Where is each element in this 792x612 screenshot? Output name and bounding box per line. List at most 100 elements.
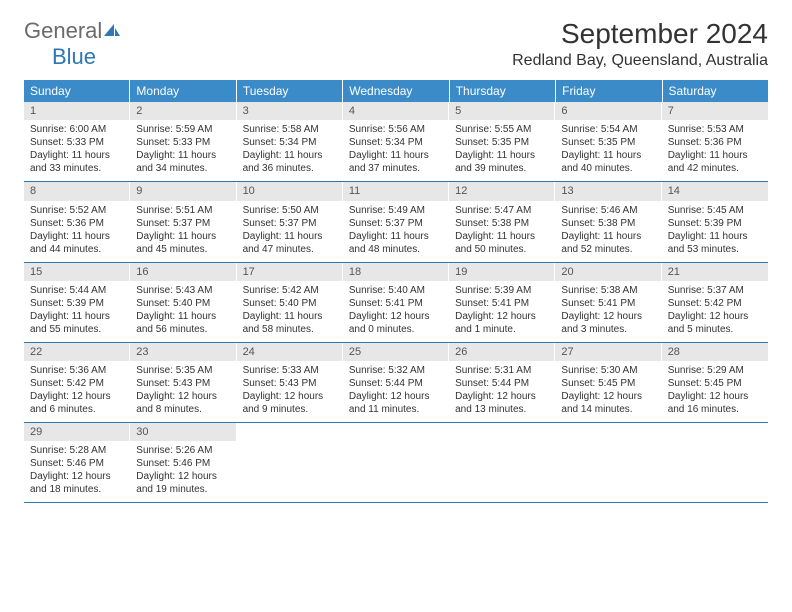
day-line-dl2: and 1 minute. (455, 323, 549, 336)
day-line-ss: Sunset: 5:43 PM (136, 377, 230, 390)
day-body: Sunrise: 5:55 AMSunset: 5:35 PMDaylight:… (449, 120, 555, 181)
day-line-dl2: and 45 minutes. (136, 243, 230, 256)
day-body: Sunrise: 5:58 AMSunset: 5:34 PMDaylight:… (237, 120, 343, 181)
day-number: 16 (130, 263, 236, 281)
day-line-ss: Sunset: 5:44 PM (349, 377, 443, 390)
day-cell: 21Sunrise: 5:37 AMSunset: 5:42 PMDayligh… (662, 263, 768, 342)
day-line-dl2: and 48 minutes. (349, 243, 443, 256)
day-line-dl2: and 13 minutes. (455, 403, 549, 416)
day-number: 15 (24, 263, 130, 281)
day-line-dl1: Daylight: 12 hours (349, 390, 443, 403)
day-line-ss: Sunset: 5:41 PM (349, 297, 443, 310)
day-body: Sunrise: 5:33 AMSunset: 5:43 PMDaylight:… (237, 361, 343, 422)
day-line-dl1: Daylight: 12 hours (668, 390, 762, 403)
day-line-dl1: Daylight: 11 hours (30, 310, 124, 323)
day-line-sr: Sunrise: 5:37 AM (668, 284, 762, 297)
day-number: 21 (662, 263, 768, 281)
day-line-sr: Sunrise: 5:56 AM (349, 123, 443, 136)
day-body: Sunrise: 5:31 AMSunset: 5:44 PMDaylight:… (449, 361, 555, 422)
day-body: Sunrise: 5:52 AMSunset: 5:36 PMDaylight:… (24, 201, 130, 262)
day-line-dl2: and 6 minutes. (30, 403, 124, 416)
day-line-ss: Sunset: 5:42 PM (30, 377, 124, 390)
day-cell: 17Sunrise: 5:42 AMSunset: 5:40 PMDayligh… (237, 263, 343, 342)
day-line-ss: Sunset: 5:34 PM (243, 136, 337, 149)
day-body: Sunrise: 5:40 AMSunset: 5:41 PMDaylight:… (343, 281, 449, 342)
day-cell (237, 423, 343, 502)
day-number: 12 (449, 182, 555, 200)
day-line-ss: Sunset: 5:40 PM (136, 297, 230, 310)
day-number: 22 (24, 343, 130, 361)
day-cell: 24Sunrise: 5:33 AMSunset: 5:43 PMDayligh… (237, 343, 343, 422)
day-line-sr: Sunrise: 5:38 AM (561, 284, 655, 297)
week-row: 1Sunrise: 6:00 AMSunset: 5:33 PMDaylight… (24, 102, 768, 182)
day-line-ss: Sunset: 5:45 PM (561, 377, 655, 390)
day-number: 4 (343, 102, 449, 120)
day-line-dl1: Daylight: 12 hours (30, 390, 124, 403)
day-number: 11 (343, 182, 449, 200)
day-cell: 28Sunrise: 5:29 AMSunset: 5:45 PMDayligh… (662, 343, 768, 422)
day-number: 30 (130, 423, 236, 441)
day-line-dl1: Daylight: 12 hours (243, 390, 337, 403)
day-line-ss: Sunset: 5:40 PM (243, 297, 337, 310)
day-line-dl2: and 37 minutes. (349, 162, 443, 175)
day-line-sr: Sunrise: 5:31 AM (455, 364, 549, 377)
day-body: Sunrise: 5:28 AMSunset: 5:46 PMDaylight:… (24, 441, 130, 502)
day-line-ss: Sunset: 5:42 PM (668, 297, 762, 310)
day-cell: 13Sunrise: 5:46 AMSunset: 5:38 PMDayligh… (555, 182, 661, 261)
day-line-sr: Sunrise: 5:35 AM (136, 364, 230, 377)
day-line-sr: Sunrise: 5:45 AM (668, 204, 762, 217)
day-line-ss: Sunset: 5:36 PM (30, 217, 124, 230)
day-line-ss: Sunset: 5:38 PM (455, 217, 549, 230)
day-number: 10 (237, 182, 343, 200)
day-body: Sunrise: 5:53 AMSunset: 5:36 PMDaylight:… (662, 120, 768, 181)
day-line-ss: Sunset: 5:35 PM (561, 136, 655, 149)
day-body: Sunrise: 5:35 AMSunset: 5:43 PMDaylight:… (130, 361, 236, 422)
day-line-dl2: and 3 minutes. (561, 323, 655, 336)
day-line-dl1: Daylight: 12 hours (561, 310, 655, 323)
day-body: Sunrise: 5:29 AMSunset: 5:45 PMDaylight:… (662, 361, 768, 422)
day-line-dl2: and 0 minutes. (349, 323, 443, 336)
day-line-dl2: and 58 minutes. (243, 323, 337, 336)
day-number: 24 (237, 343, 343, 361)
weekday-header: Monday (130, 80, 236, 102)
day-number: 27 (555, 343, 661, 361)
day-cell: 23Sunrise: 5:35 AMSunset: 5:43 PMDayligh… (130, 343, 236, 422)
weekday-header: Friday (556, 80, 662, 102)
week-row: 22Sunrise: 5:36 AMSunset: 5:42 PMDayligh… (24, 343, 768, 423)
logo: General Blue (24, 18, 122, 70)
logo-text-general: General (24, 18, 102, 43)
day-cell: 3Sunrise: 5:58 AMSunset: 5:34 PMDaylight… (237, 102, 343, 181)
day-number: 13 (555, 182, 661, 200)
day-line-sr: Sunrise: 5:47 AM (455, 204, 549, 217)
day-line-sr: Sunrise: 5:32 AM (349, 364, 443, 377)
weekday-header-row: Sunday Monday Tuesday Wednesday Thursday… (24, 80, 768, 102)
day-body: Sunrise: 5:56 AMSunset: 5:34 PMDaylight:… (343, 120, 449, 181)
day-line-dl1: Daylight: 11 hours (136, 230, 230, 243)
day-cell: 11Sunrise: 5:49 AMSunset: 5:37 PMDayligh… (343, 182, 449, 261)
day-line-sr: Sunrise: 5:53 AM (668, 123, 762, 136)
day-line-dl1: Daylight: 11 hours (455, 230, 549, 243)
day-line-ss: Sunset: 5:33 PM (136, 136, 230, 149)
day-line-sr: Sunrise: 5:39 AM (455, 284, 549, 297)
day-line-dl2: and 9 minutes. (243, 403, 337, 416)
day-cell: 30Sunrise: 5:26 AMSunset: 5:46 PMDayligh… (130, 423, 236, 502)
day-line-dl2: and 18 minutes. (30, 483, 124, 496)
day-number: 26 (449, 343, 555, 361)
day-cell (662, 423, 768, 502)
day-body: Sunrise: 5:37 AMSunset: 5:42 PMDaylight:… (662, 281, 768, 342)
day-body: Sunrise: 5:39 AMSunset: 5:41 PMDaylight:… (449, 281, 555, 342)
day-line-sr: Sunrise: 5:54 AM (561, 123, 655, 136)
day-line-dl2: and 39 minutes. (455, 162, 549, 175)
weekday-header: Saturday (663, 80, 768, 102)
day-line-dl2: and 50 minutes. (455, 243, 549, 256)
day-cell: 7Sunrise: 5:53 AMSunset: 5:36 PMDaylight… (662, 102, 768, 181)
day-line-sr: Sunrise: 5:33 AM (243, 364, 337, 377)
day-cell: 25Sunrise: 5:32 AMSunset: 5:44 PMDayligh… (343, 343, 449, 422)
day-body: Sunrise: 5:32 AMSunset: 5:44 PMDaylight:… (343, 361, 449, 422)
day-cell: 20Sunrise: 5:38 AMSunset: 5:41 PMDayligh… (555, 263, 661, 342)
day-number: 5 (449, 102, 555, 120)
day-line-dl1: Daylight: 11 hours (243, 230, 337, 243)
day-line-ss: Sunset: 5:41 PM (561, 297, 655, 310)
day-cell: 19Sunrise: 5:39 AMSunset: 5:41 PMDayligh… (449, 263, 555, 342)
day-line-sr: Sunrise: 5:58 AM (243, 123, 337, 136)
